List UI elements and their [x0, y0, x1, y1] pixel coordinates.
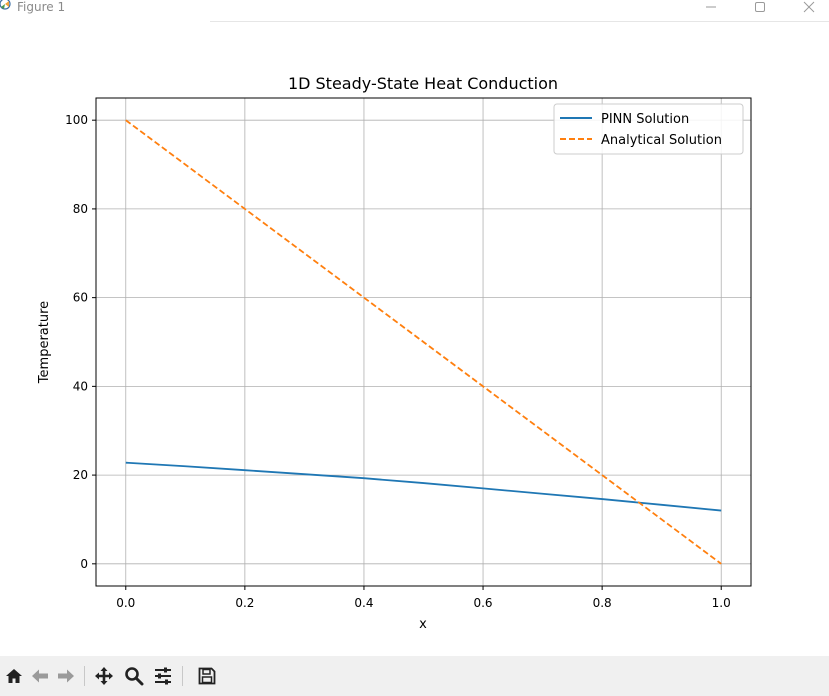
minimize-button[interactable]	[688, 0, 734, 14]
x-tick-label: 0.8	[593, 596, 612, 610]
x-tick-label: 0.2	[235, 596, 254, 610]
axis-ticks: 0.0 0.2 0.4 0.6 0.8 1.0 0 20 40 60 80 100	[65, 113, 731, 610]
window-title: Figure 1	[17, 0, 66, 14]
y-tick-label: 60	[73, 291, 88, 305]
maximize-icon	[755, 2, 765, 12]
x-tick-label: 0.6	[473, 596, 492, 610]
save-button[interactable]	[195, 664, 219, 688]
pinn-solution-line	[125, 461, 722, 512]
plot-frame	[95, 97, 752, 587]
x-axis-label: x	[419, 617, 427, 632]
zoom-icon	[125, 667, 144, 686]
back-arrow-icon	[32, 669, 48, 683]
matplotlib-icon	[0, 0, 11, 10]
back-button[interactable]	[28, 664, 52, 688]
x-tick-label: 0.4	[354, 596, 373, 610]
save-icon	[198, 667, 216, 685]
y-tick-label: 100	[65, 113, 88, 127]
legend-analytical-label: Analytical Solution	[601, 133, 722, 148]
legend-pinn-label: PINN Solution	[601, 112, 689, 127]
toolbar-divider	[182, 666, 183, 686]
y-tick-label: 40	[73, 379, 88, 393]
zoom-button[interactable]	[122, 664, 146, 688]
grid-lines	[96, 98, 751, 586]
legend: PINN Solution Analytical Solution	[553, 103, 744, 155]
configure-subplots-button[interactable]	[151, 664, 175, 688]
close-icon	[803, 1, 815, 13]
configure-subplots-icon	[155, 667, 171, 685]
pan-button[interactable]	[92, 664, 116, 688]
forward-arrow-icon	[58, 669, 74, 683]
home-button[interactable]	[2, 664, 26, 688]
figure-canvas[interactable]: 0.0 0.2 0.4 0.6 0.8 1.0 0 20 40 60 80 100 1D Steady…	[0, 22, 829, 656]
title-bar-divider	[210, 21, 829, 22]
series-lines	[125, 119, 722, 565]
legend-box	[553, 103, 744, 155]
analytical-solution-line	[125, 119, 722, 565]
x-tick-label: 1.0	[712, 596, 731, 610]
y-tick-label: 0	[80, 557, 88, 571]
x-tick-label: 0.0	[116, 596, 135, 610]
navigation-toolbar	[0, 656, 829, 696]
y-tick-label: 20	[73, 468, 88, 482]
forward-button[interactable]	[54, 664, 78, 688]
chart-title: 1D Steady-State Heat Conduction	[288, 74, 558, 93]
toolbar-divider	[84, 666, 85, 686]
y-tick-label: 80	[73, 202, 88, 216]
chart: 0.0 0.2 0.4 0.6 0.8 1.0 0 20 40 60 80 100 1D Steady…	[37, 74, 752, 632]
y-axis-label: Temperature	[37, 301, 52, 384]
minimize-icon	[706, 6, 716, 8]
title-bar: Figure 1	[0, 0, 829, 22]
maximize-button[interactable]	[737, 0, 783, 14]
pan-icon	[95, 667, 113, 685]
close-button[interactable]	[786, 0, 829, 14]
home-icon	[6, 669, 22, 683]
